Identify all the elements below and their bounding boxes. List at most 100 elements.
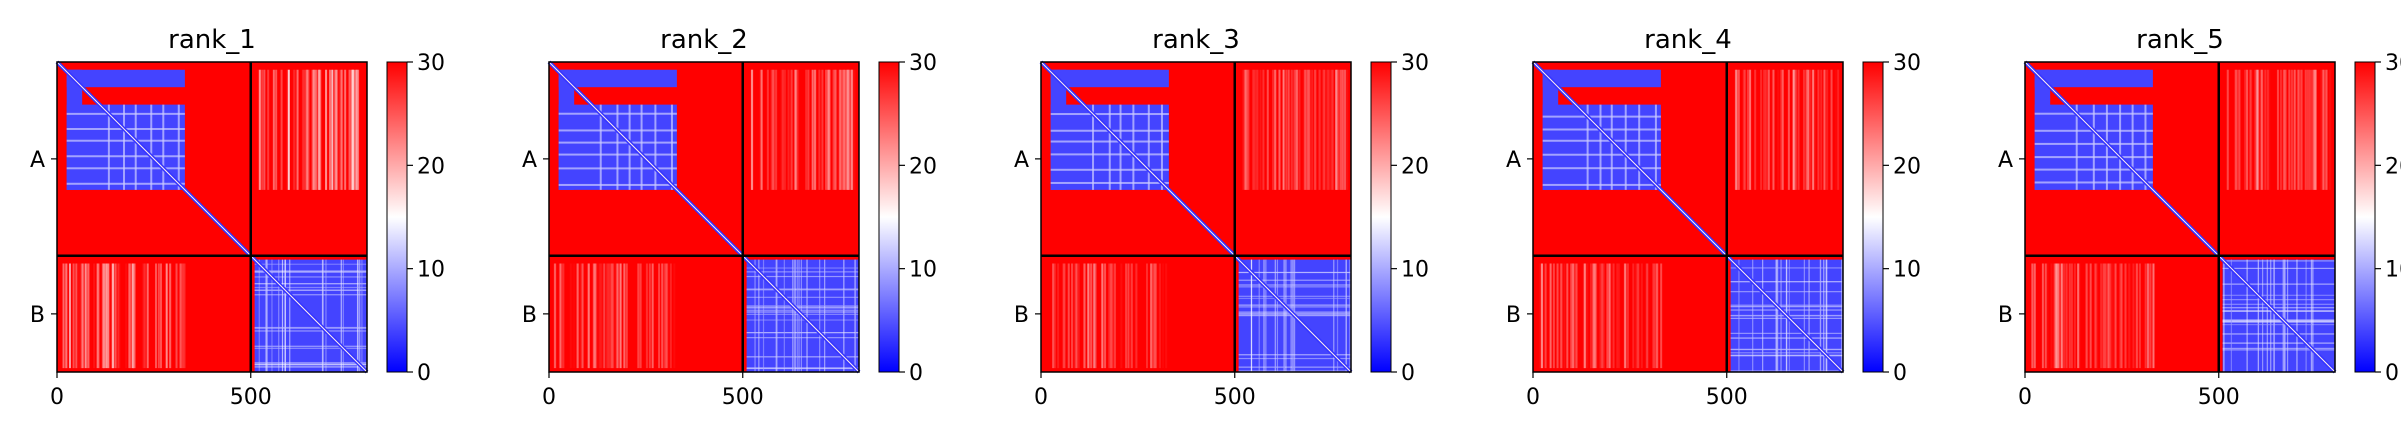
- offdiag-AB-stripe: [2260, 69, 2263, 190]
- offdiag-BA-stripe: [561, 263, 564, 369]
- diagonal-highlight: [1532, 61, 1844, 373]
- block-AA-streak: [66, 167, 185, 170]
- colorbar-tick-label: 0: [909, 361, 923, 386]
- block-AA-streak: [670, 104, 673, 190]
- offdiag-AB-stripe: [1290, 69, 1293, 190]
- block-BB-streak: [361, 259, 363, 372]
- block-AA-streak: [1092, 104, 1095, 190]
- offdiag-BA-stripe: [2152, 263, 2155, 369]
- offdiag-BA-stripe: [144, 263, 147, 369]
- block-AA-streak: [599, 104, 602, 190]
- offdiag-BA-stripe: [1155, 263, 1158, 369]
- offdiag-BA-stripe: [1087, 263, 1090, 369]
- heatmap-frame: [2024, 61, 2336, 373]
- offdiag-BA-stripe: [2046, 263, 2049, 369]
- block-BB-streak: [758, 259, 760, 372]
- offdiag-BA-stripe: [2086, 263, 2089, 369]
- offdiag-AB-stripe: [267, 69, 270, 190]
- block-BB-streak: [254, 276, 367, 278]
- offdiag-BA-stripe: [183, 263, 186, 369]
- offdiag-AB-stripe: [850, 69, 853, 190]
- block-BB-streak: [762, 259, 765, 372]
- block-AA-streak: [558, 141, 677, 144]
- offdiag-BA-stripe: [1612, 263, 1615, 369]
- offdiag-AB-stripe: [2234, 69, 2237, 190]
- offdiag-AB-stripe: [2293, 69, 2296, 190]
- offdiag-AB-stripe: [2254, 69, 2257, 190]
- offdiag-AB-stripe: [2256, 69, 2259, 190]
- block-BB-streak: [1238, 306, 1351, 308]
- offdiag-AB-stripe: [357, 69, 360, 190]
- offdiag-BA-stripe: [2150, 263, 2153, 369]
- block-AA-streak: [2105, 104, 2108, 190]
- colorbar: [386, 61, 408, 373]
- offdiag-AB-stripe: [2310, 69, 2313, 190]
- block-BB-streak: [356, 259, 359, 372]
- block-BB-streak: [1730, 355, 1843, 357]
- offdiag-BA-stripe: [603, 263, 606, 369]
- x-tick-label: 500: [1706, 385, 1748, 410]
- offdiag-AB-stripe: [1247, 69, 1250, 190]
- offdiag-AB-stripe: [2314, 69, 2317, 190]
- offdiag-BA-stripe: [103, 263, 106, 369]
- block-AA-streak: [2131, 104, 2134, 190]
- offdiag-AB-stripe: [1273, 69, 1276, 190]
- offdiag-AB-stripe: [841, 69, 844, 190]
- offdiag-AB-stripe: [356, 69, 359, 190]
- offdiag-BA-stripe: [2107, 263, 2110, 369]
- heatmap-frame: [56, 61, 368, 373]
- offdiag-AB-stripe: [1259, 69, 1262, 190]
- offdiag-AB-stripe: [355, 69, 358, 190]
- offdiag-AB-stripe: [1826, 69, 1829, 190]
- offdiag-BA-stripe: [1654, 263, 1657, 369]
- offdiag-AB-stripe: [316, 69, 319, 190]
- offdiag-BA-stripe: [2085, 263, 2088, 369]
- colorbar-tick-label: 10: [1893, 258, 1921, 283]
- offdiag-AB-stripe: [1781, 69, 1784, 190]
- x-tick-label: 500: [2198, 385, 2240, 410]
- offdiag-AB-stripe: [795, 69, 798, 190]
- offdiag-BA-stripe: [2052, 263, 2055, 369]
- offdiag-AB-stripe: [843, 69, 846, 190]
- offdiag-AB-stripe: [1749, 69, 1752, 190]
- offdiag-BA-stripe: [610, 263, 613, 369]
- block-AA-streak: [558, 183, 677, 186]
- block-BB-streak: [2230, 259, 2232, 372]
- offdiag-AB-stripe: [2301, 69, 2304, 190]
- offdiag-AB-stripe: [1823, 69, 1826, 190]
- block-BB-streak: [1345, 259, 1347, 372]
- block-AA-streak: [1108, 104, 1111, 190]
- offdiag-BA-stripe: [1063, 263, 1066, 369]
- offdiag-AB-stripe: [2309, 69, 2312, 190]
- block-AA-streak: [1050, 140, 1169, 143]
- block-BB-streak: [746, 367, 859, 370]
- block-AA-streak: [2034, 156, 2153, 159]
- offdiag-BA-stripe: [1113, 263, 1116, 369]
- block-AA-streak: [162, 104, 165, 190]
- offdiag-AB-stripe: [825, 69, 828, 190]
- offdiag-BA-stripe: [130, 263, 133, 369]
- offdiag-AB-stripe: [2283, 69, 2286, 190]
- offdiag-BA-stripe: [2077, 263, 2080, 369]
- offdiag-AB-stripe: [1342, 69, 1345, 190]
- offdiag-AB-stripe: [1825, 69, 1828, 190]
- offdiag-BA-stripe: [2144, 263, 2147, 369]
- offdiag-BA-stripe: [1549, 263, 1552, 369]
- block-AA-streak: [122, 104, 125, 190]
- offdiag-BA-stripe: [1566, 263, 1569, 369]
- offdiag-BA-stripe: [1641, 264, 1643, 369]
- offdiag-AB-stripe: [842, 69, 845, 190]
- offdiag-BA-stripe: [658, 263, 661, 369]
- offdiag-BA-stripe: [2031, 263, 2034, 369]
- offdiag-AB-stripe: [1792, 69, 1795, 190]
- offdiag-AB-stripe: [750, 69, 753, 190]
- offdiag-AB-stripe: [2322, 69, 2325, 190]
- offdiag-BA-stripe: [1645, 263, 1648, 369]
- offdiag-AB-stripe: [1319, 69, 1322, 190]
- offdiag-BA-stripe: [2056, 263, 2059, 369]
- offdiag-BA-stripe: [1101, 263, 1104, 369]
- offdiag-BA-stripe: [2135, 263, 2138, 369]
- offdiag-AB-stripe: [805, 69, 808, 190]
- offdiag-AB-stripe: [1336, 69, 1339, 190]
- offdiag-BA-stripe: [594, 263, 597, 369]
